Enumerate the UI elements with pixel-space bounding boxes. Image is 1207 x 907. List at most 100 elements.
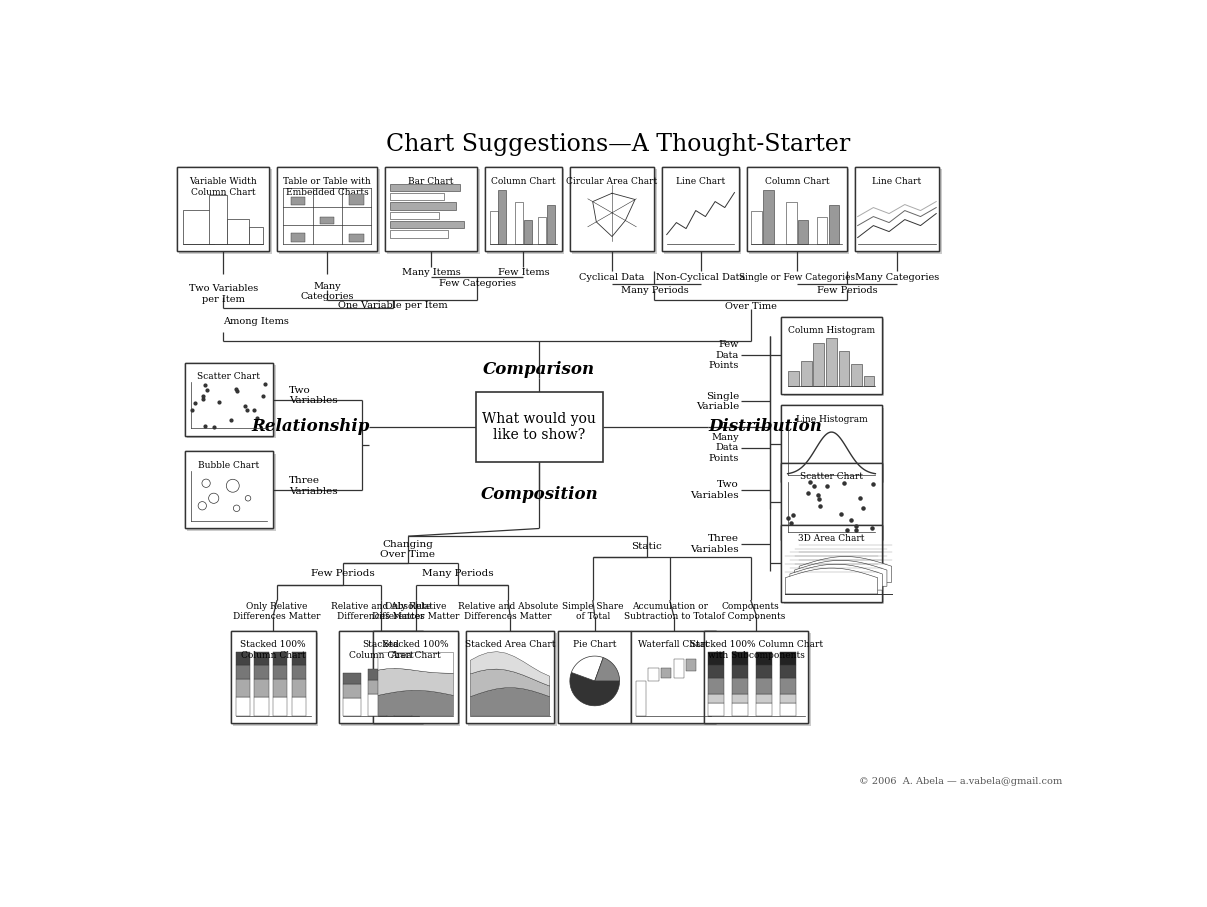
Text: Comparison: Comparison: [483, 361, 595, 378]
Bar: [390, 221, 465, 229]
Bar: [687, 658, 696, 671]
Point: [863, 521, 882, 535]
Bar: [466, 631, 554, 723]
Text: Two
Variables: Two Variables: [690, 481, 739, 500]
Bar: [393, 665, 412, 677]
Point: [846, 519, 865, 533]
Polygon shape: [799, 557, 892, 582]
Text: Static: Static: [631, 542, 663, 551]
Circle shape: [233, 505, 240, 512]
Point: [834, 475, 853, 490]
Text: Many Categories: Many Categories: [855, 273, 939, 282]
Text: Column Chart: Column Chart: [764, 178, 829, 186]
Bar: [781, 694, 797, 703]
Text: Line Chart: Line Chart: [873, 178, 922, 186]
Bar: [235, 665, 250, 679]
Bar: [839, 351, 850, 386]
Polygon shape: [471, 651, 549, 686]
Bar: [368, 680, 386, 694]
Bar: [390, 230, 448, 238]
Text: Many Items: Many Items: [402, 268, 460, 278]
Bar: [631, 631, 716, 723]
Polygon shape: [794, 561, 887, 586]
Text: Line Histogram: Line Histogram: [795, 414, 868, 424]
Text: Many Periods: Many Periods: [422, 570, 494, 579]
Bar: [757, 678, 772, 694]
Bar: [733, 652, 748, 665]
Polygon shape: [571, 656, 604, 681]
Bar: [733, 665, 748, 678]
Text: Single
Variable: Single Variable: [696, 392, 739, 411]
Text: Two
Variables: Two Variables: [288, 386, 337, 405]
Point: [863, 477, 882, 492]
Bar: [781, 652, 797, 665]
Bar: [709, 678, 724, 694]
Bar: [788, 371, 799, 386]
Point: [810, 492, 829, 506]
Bar: [231, 631, 315, 723]
Text: Distribution: Distribution: [709, 418, 822, 435]
Text: Among Items: Among Items: [223, 317, 288, 326]
Bar: [390, 211, 439, 219]
Bar: [515, 201, 524, 244]
Bar: [339, 631, 424, 723]
Bar: [387, 169, 479, 254]
Bar: [733, 678, 748, 694]
Polygon shape: [570, 672, 619, 706]
Bar: [674, 658, 683, 678]
Bar: [781, 665, 797, 678]
Bar: [757, 694, 772, 703]
Point: [253, 388, 273, 403]
Bar: [733, 703, 748, 716]
Bar: [558, 631, 631, 723]
Bar: [558, 631, 631, 723]
Point: [210, 395, 229, 409]
Point: [193, 392, 212, 406]
Bar: [385, 167, 477, 251]
Bar: [273, 679, 287, 697]
Bar: [187, 366, 275, 438]
Bar: [538, 217, 547, 244]
Circle shape: [202, 479, 210, 487]
Bar: [279, 169, 379, 254]
Text: Many
Categories: Many Categories: [301, 282, 354, 301]
Text: Few
Data
Points: Few Data Points: [709, 340, 739, 370]
Point: [841, 512, 861, 527]
Point: [800, 475, 820, 490]
Text: Stacked Area Chart: Stacked Area Chart: [465, 640, 555, 649]
Point: [247, 411, 267, 425]
Bar: [476, 392, 602, 462]
Bar: [661, 668, 671, 678]
Text: Scatter Chart: Scatter Chart: [800, 473, 863, 482]
Bar: [373, 631, 457, 723]
Bar: [292, 652, 307, 665]
Text: Table or Table with
Embedded Charts: Table or Table with Embedded Charts: [284, 178, 371, 197]
Bar: [547, 205, 555, 244]
Bar: [783, 319, 884, 396]
Bar: [292, 679, 307, 697]
Bar: [781, 703, 797, 716]
Bar: [235, 679, 250, 697]
Bar: [185, 452, 273, 529]
Bar: [373, 631, 457, 723]
Polygon shape: [595, 658, 619, 681]
Bar: [560, 633, 634, 726]
Bar: [524, 219, 532, 244]
Bar: [249, 227, 263, 244]
Text: Stacked 100%
Area Chart: Stacked 100% Area Chart: [383, 640, 449, 659]
Bar: [783, 407, 884, 484]
Bar: [342, 633, 426, 726]
Point: [832, 506, 851, 521]
Point: [198, 383, 217, 397]
Text: Cyclical Data: Cyclical Data: [579, 273, 645, 282]
Text: Three
Variables: Three Variables: [288, 476, 337, 496]
Bar: [829, 205, 839, 244]
Bar: [375, 633, 460, 726]
Bar: [390, 202, 456, 210]
Bar: [343, 697, 361, 716]
Bar: [255, 679, 268, 697]
Bar: [180, 169, 272, 254]
Text: Few Items: Few Items: [497, 268, 549, 278]
Bar: [781, 524, 881, 601]
Bar: [233, 633, 317, 726]
